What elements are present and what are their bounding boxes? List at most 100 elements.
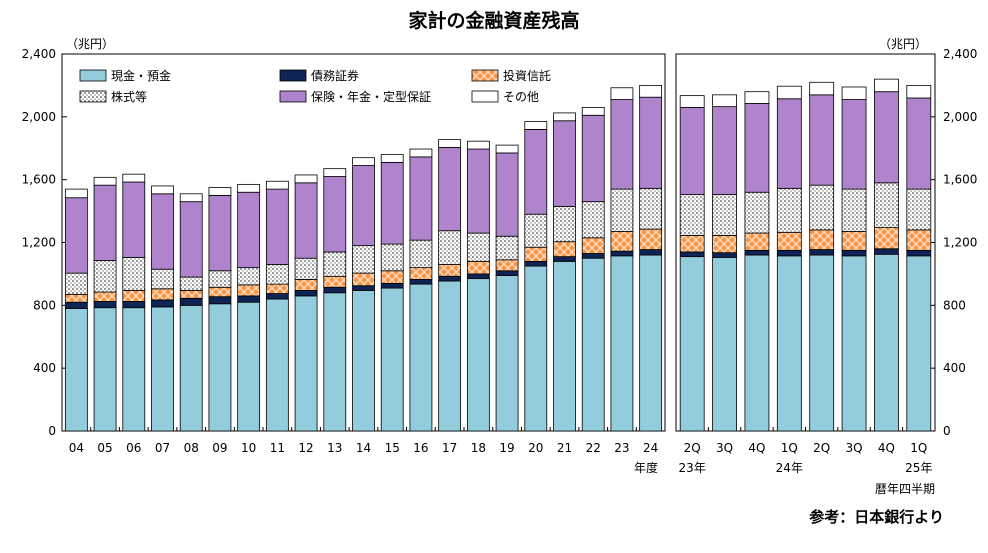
bar-other-3Q: [712, 94, 737, 108]
bar-other-2Q: [679, 95, 705, 108]
bar-insurance-11: [265, 188, 289, 265]
bar-bonds-10: [237, 295, 261, 303]
x-tick-label: 2Q: [813, 441, 830, 455]
bar-bonds-23: [610, 250, 634, 257]
legend-swatch-trusts: [471, 69, 499, 82]
y-tick-label: 400: [943, 361, 966, 375]
bar-stocks-24: [639, 187, 663, 230]
bar-trusts-11: [265, 283, 289, 294]
bar-insurance-07: [151, 193, 174, 270]
bar-trusts-23: [610, 231, 634, 252]
bar-stocks-09: [208, 270, 232, 288]
y-tick-label: 1,600: [943, 173, 977, 187]
bar-trusts-21: [553, 241, 576, 258]
bar-insurance-08: [179, 201, 203, 278]
bar-trusts-18: [466, 260, 490, 275]
bar-trusts-05: [93, 291, 117, 302]
bar-stocks-23: [610, 188, 634, 232]
legend-label-cash: 現金・預金: [111, 68, 171, 83]
bar-trusts-1Q: [906, 229, 932, 251]
x-tick-label: 06: [126, 441, 141, 455]
bar-insurance-20: [524, 128, 548, 215]
bar-cash-17: [438, 280, 462, 432]
bar-trusts-09: [208, 286, 232, 298]
bar-bonds-11: [265, 293, 289, 300]
bar-trusts-1Q: [776, 231, 802, 251]
y-tick-label: 2,400: [943, 47, 977, 61]
bar-other-22: [581, 107, 605, 116]
y-tick-label: 2,000: [943, 110, 977, 124]
legend-swatch-insurance: [279, 90, 307, 103]
bar-other-17: [438, 139, 462, 148]
x-tick-label: 15: [385, 441, 400, 455]
bar-cash-13: [323, 292, 347, 432]
bar-stocks-11: [265, 264, 289, 285]
bar-cash-2Q: [809, 254, 835, 432]
legend-label-insurance: 保険・年金・定型保証: [311, 89, 431, 104]
bar-insurance-16: [409, 156, 433, 241]
bar-stocks-4Q: [874, 182, 899, 228]
bar-trusts-3Q: [841, 231, 867, 251]
bar-bonds-1Q: [906, 249, 932, 257]
y-tick-label: 1,200: [22, 236, 56, 250]
bar-insurance-2Q: [809, 94, 835, 186]
source-note: 参考：日本銀行より: [809, 508, 944, 526]
legend-swatch-stocks: [79, 90, 107, 103]
legend-label-bonds: 債務証券: [311, 68, 359, 83]
y-tick-label: 0: [943, 424, 951, 438]
bar-other-10: [237, 183, 261, 193]
bar-stocks-1Q: [776, 187, 802, 233]
bar-other-24: [639, 85, 663, 98]
bar-other-07: [151, 185, 174, 195]
x-tick-label: 4Q: [748, 441, 765, 455]
bar-stocks-16: [409, 239, 433, 269]
bar-stocks-2Q: [679, 194, 705, 236]
bar-insurance-17: [438, 147, 462, 232]
bar-trusts-10: [237, 284, 261, 297]
bar-other-04: [64, 188, 88, 199]
bar-bonds-05: [93, 301, 117, 309]
x-tick-label: 1Q: [910, 441, 927, 455]
bar-other-3Q: [841, 86, 867, 100]
x-axis-caption: 年度: [634, 460, 658, 475]
bar-bonds-08: [179, 297, 203, 306]
x-tick-label: 09: [212, 441, 227, 455]
bar-cash-21: [553, 260, 576, 432]
bar-bonds-19: [495, 270, 519, 276]
bar-stocks-10: [237, 267, 261, 286]
bar-cash-12: [294, 295, 318, 432]
legend-swatch-cash: [79, 69, 107, 82]
bar-stocks-14: [352, 245, 375, 274]
x-axis-caption: 暦年四半期: [875, 482, 935, 496]
bar-cash-15: [380, 287, 404, 432]
legend-swatch-other: [471, 90, 499, 103]
chart-title: 家計の金融資産残高: [408, 10, 580, 32]
y-tick-label: 2,400: [22, 47, 56, 61]
bar-trusts-4Q: [874, 227, 899, 250]
legend-label-stocks: 株式等: [111, 89, 147, 104]
y-tick-label: 1,200: [943, 236, 977, 250]
bar-insurance-24: [639, 96, 663, 189]
bar-trusts-4Q: [744, 232, 770, 251]
bar-other-05: [93, 176, 117, 186]
bar-insurance-12: [294, 182, 318, 259]
bar-cash-14: [352, 290, 375, 432]
bar-cash-11: [265, 298, 289, 432]
bar-other-08: [179, 193, 203, 203]
bar-bonds-13: [323, 286, 347, 294]
bar-trusts-16: [409, 267, 433, 280]
bar-other-20: [524, 121, 548, 130]
bar-bonds-20: [524, 260, 548, 267]
bar-stocks-3Q: [712, 194, 737, 236]
bar-other-14: [352, 157, 375, 166]
bar-insurance-06: [122, 181, 146, 258]
bar-insurance-18: [466, 148, 490, 234]
bar-trusts-22: [581, 237, 605, 254]
bar-insurance-13: [323, 176, 347, 253]
year-label: 24年: [776, 461, 803, 475]
x-tick-label: 24: [643, 441, 658, 455]
bar-cash-1Q: [776, 255, 802, 432]
bar-cash-09: [208, 303, 232, 432]
bar-stocks-22: [581, 201, 605, 239]
